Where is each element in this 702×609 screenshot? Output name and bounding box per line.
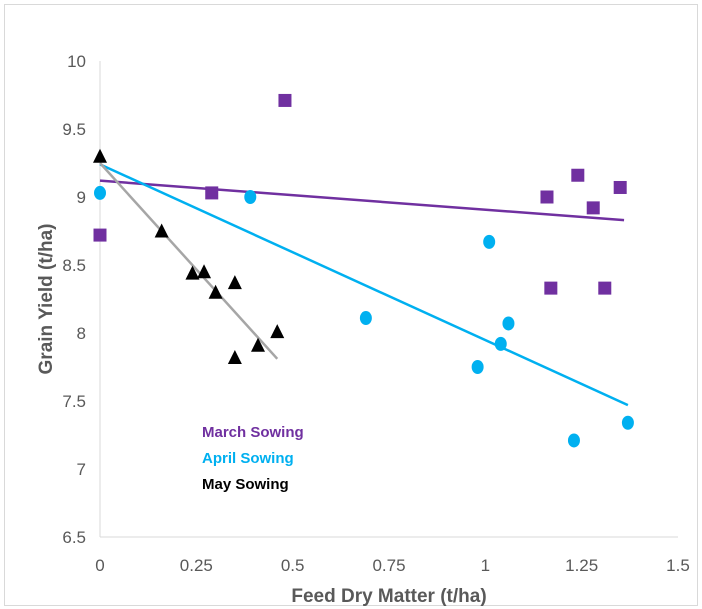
y-tick-label: 6.5 <box>62 528 86 547</box>
point-may-sowing <box>197 264 212 279</box>
point-may-sowing <box>227 349 242 364</box>
legend-entry: April Sowing <box>202 450 294 467</box>
chart-area <box>4 4 698 606</box>
y-tick-label: 9 <box>77 188 86 207</box>
point-march-sowing <box>205 186 219 200</box>
point-april-sowing <box>359 311 372 326</box>
x-tick-label: 1 <box>481 556 490 575</box>
trendlines <box>99 162 629 407</box>
point-april-sowing <box>483 234 496 249</box>
y-tick-label: 9.5 <box>62 120 86 139</box>
point-march-sowing <box>540 190 554 204</box>
trendline-april-sowing <box>99 163 629 407</box>
legend-entry: May Sowing <box>202 476 289 493</box>
x-tick-label: 0.75 <box>372 556 405 575</box>
trendline-march-sowing <box>99 179 625 222</box>
y-tick-label: 7 <box>77 460 86 479</box>
point-march-sowing <box>613 180 627 194</box>
x-tick-label: 1.25 <box>565 556 598 575</box>
x-tick-label: 0.25 <box>180 556 213 575</box>
point-may-sowing <box>227 275 242 290</box>
point-march-sowing <box>93 228 107 242</box>
point-april-sowing <box>471 360 484 374</box>
point-april-sowing <box>244 190 257 204</box>
x-tick-label: 0.5 <box>281 556 305 575</box>
data-points <box>93 93 634 448</box>
x-tick-label: 1.5 <box>666 556 690 575</box>
y-tick-labels: 6.5 7 7.5 8 8.5 9 9.5 10 <box>62 52 86 547</box>
point-march-sowing <box>544 281 558 295</box>
x-axis-title: Feed Dry Matter (t/ha) <box>291 586 486 607</box>
y-tick-label: 8.5 <box>62 256 86 275</box>
point-march-sowing <box>598 281 612 295</box>
y-tick-label: 10 <box>67 52 86 71</box>
point-may-sowing <box>93 148 107 163</box>
y-axis-title: Grain Yield (t/ha) <box>36 224 57 375</box>
y-tick-label: 8 <box>77 324 86 343</box>
point-may-sowing <box>250 337 265 352</box>
axes <box>99 61 678 538</box>
point-may-sowing <box>154 223 169 238</box>
point-march-sowing <box>586 201 600 215</box>
y-tick-label: 7.5 <box>62 392 86 411</box>
x-tick-labels: 0 0.25 0.5 0.75 1 1.25 1.5 <box>95 556 690 575</box>
point-may-sowing <box>270 324 285 339</box>
point-april-sowing <box>621 415 634 430</box>
point-april-sowing <box>94 185 106 200</box>
point-may-sowing <box>185 265 200 280</box>
point-april-sowing <box>567 433 580 448</box>
point-april-sowing <box>494 336 507 351</box>
trendline-may-sowing <box>99 162 279 360</box>
point-april-sowing <box>502 316 515 331</box>
legend: March Sowing April Sowing May Sowing <box>202 424 304 493</box>
legend-entry: March Sowing <box>202 424 304 441</box>
x-tick-label: 0 <box>95 556 104 575</box>
point-march-sowing <box>278 93 292 107</box>
point-march-sowing <box>571 168 585 182</box>
point-may-sowing <box>208 284 223 299</box>
